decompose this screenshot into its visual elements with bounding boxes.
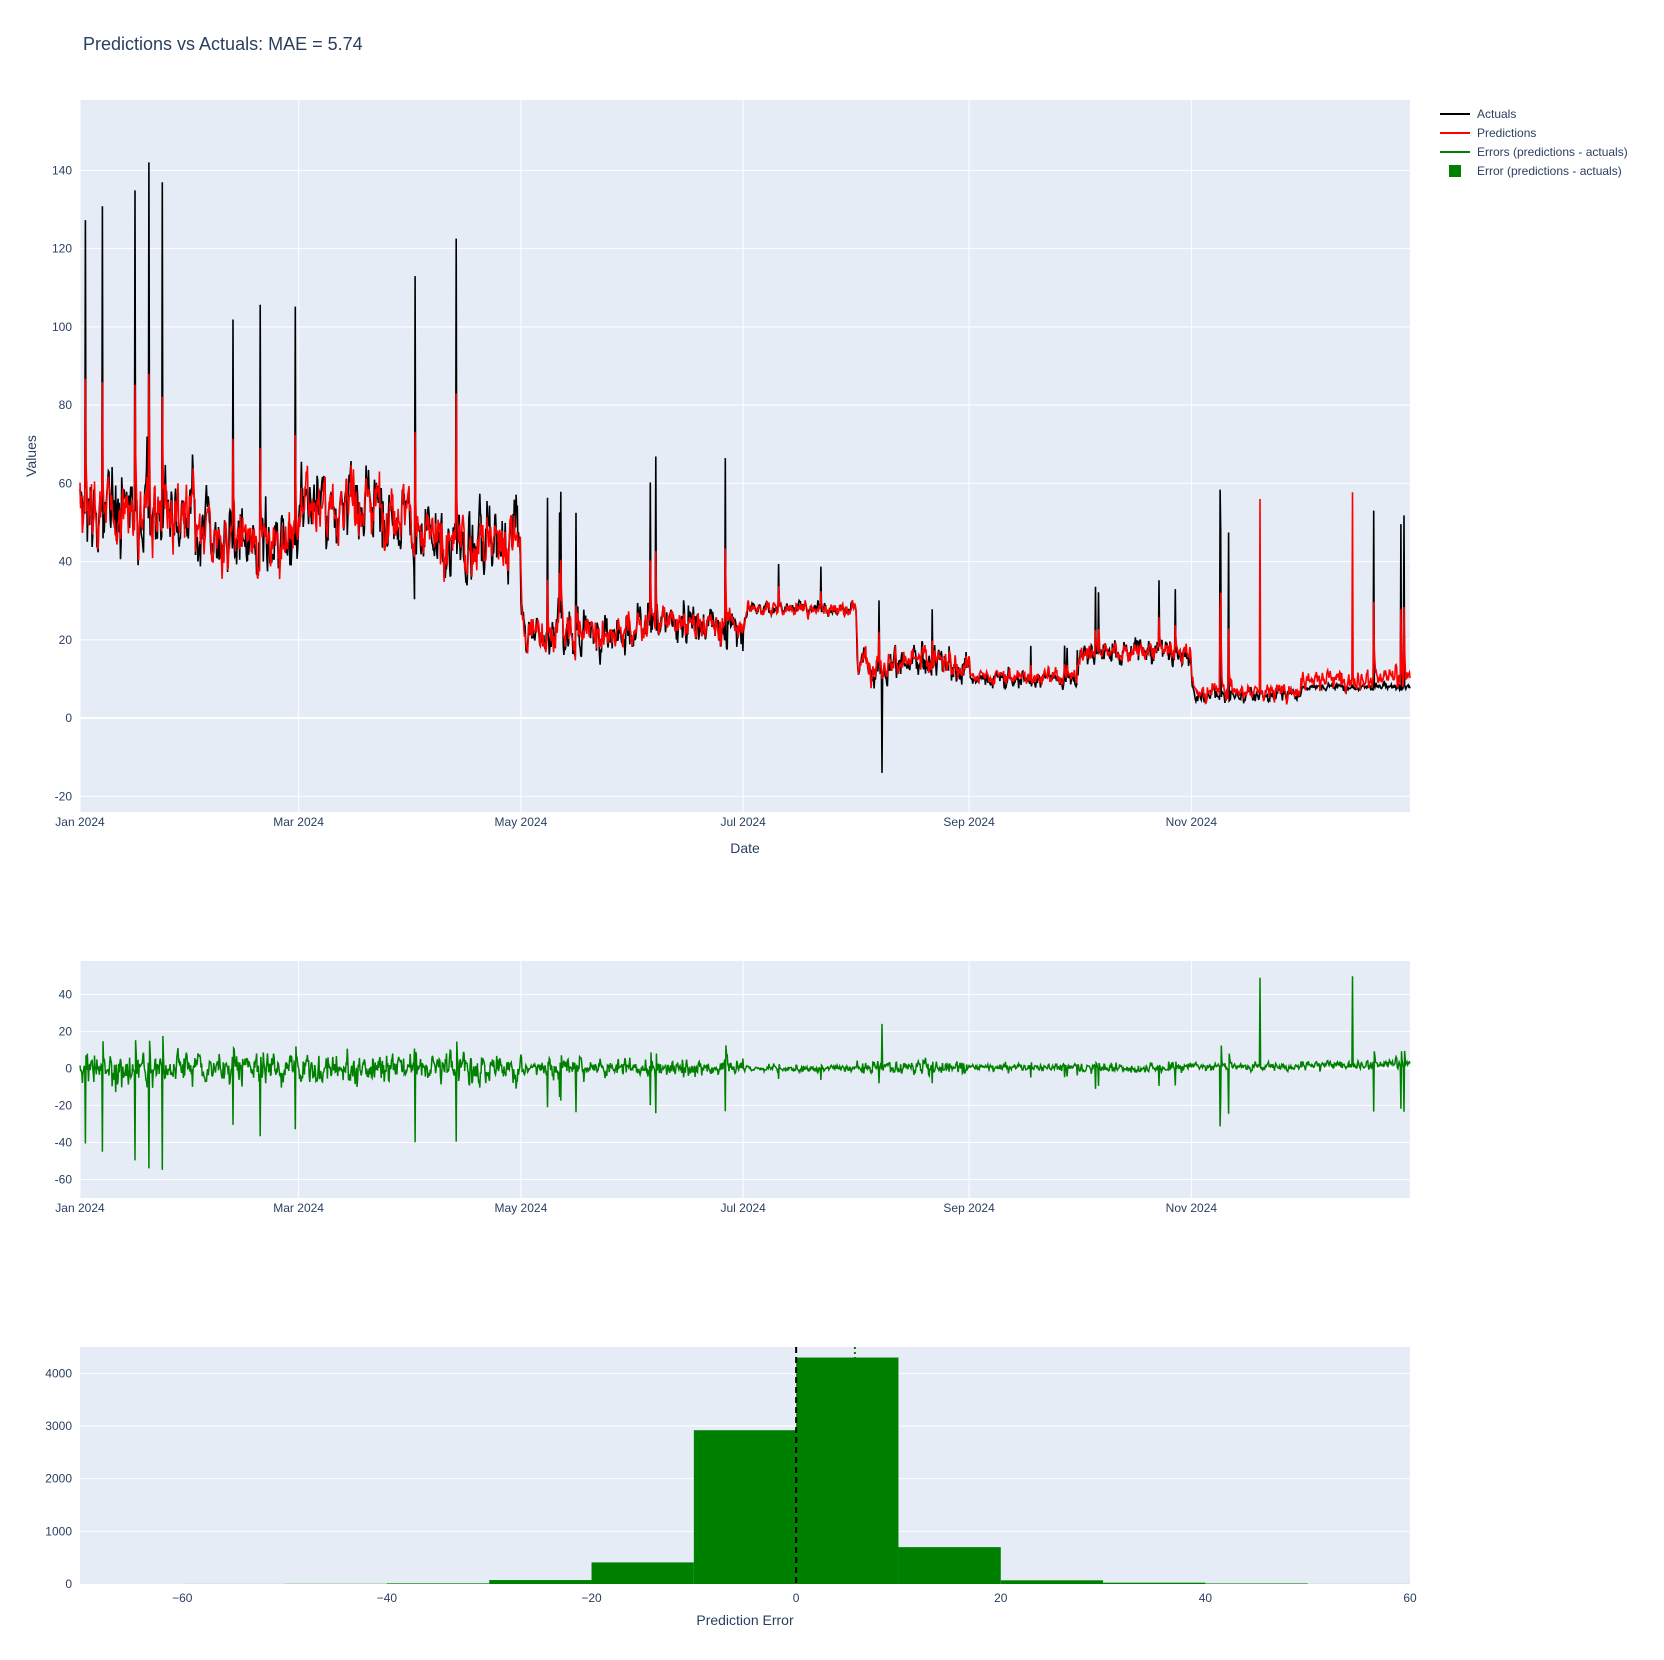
timeseries-plot-area xyxy=(80,100,1410,812)
legend-entry-label: Errors (predictions - actuals) xyxy=(1477,145,1628,159)
hi-ytick-label: 3000 xyxy=(45,1419,72,1433)
errors-line xyxy=(79,976,1411,1170)
er-xtick-label: Mar 2024 xyxy=(273,1201,324,1215)
predictions-line xyxy=(79,373,1411,705)
errors-ticks: -60 -40 -20 0 20 40 Jan 2024 Mar 2024 May 2024 Ju… xyxy=(55,987,1218,1215)
ts-ytick-label: 140 xyxy=(52,163,72,177)
histogram-bar xyxy=(693,1430,797,1584)
hi-xtick-label: −60 xyxy=(172,1591,193,1605)
er-xtick-label: May 2024 xyxy=(495,1201,548,1215)
ts-xtick-label: Jan 2024 xyxy=(55,815,105,829)
ts-ytick-label: -20 xyxy=(55,789,73,803)
ts-ytick-label: 20 xyxy=(59,633,73,647)
hi-xtick-label: 40 xyxy=(1199,1591,1213,1605)
er-xtick-label: Sep 2024 xyxy=(943,1201,995,1215)
hi-xtick-label: 0 xyxy=(793,1591,800,1605)
ts-xtick-label: Jul 2024 xyxy=(720,815,766,829)
legend: Actuals Predictions Errors (predictions - … xyxy=(1440,107,1628,178)
errors-panel: -60 -40 -20 0 20 40 Jan 2024 Mar 2024 May 2024 Ju… xyxy=(55,961,1411,1215)
er-ytick-label: 0 xyxy=(65,1061,72,1075)
histogram-bar xyxy=(1205,1583,1308,1584)
ts-xtick-label: Mar 2024 xyxy=(273,815,324,829)
legend-entry-label: Predictions xyxy=(1477,126,1536,140)
hi-xtick-label: 20 xyxy=(994,1591,1008,1605)
hi-ytick-label: 0 xyxy=(65,1577,72,1591)
timeseries-grid xyxy=(79,100,1410,812)
histogram-bar xyxy=(591,1562,694,1584)
er-xtick-label: Nov 2024 xyxy=(1166,1201,1218,1215)
histogram-bar xyxy=(1103,1582,1206,1584)
chart-title: Predictions vs Actuals: MAE = 5.74 xyxy=(83,34,363,54)
timeseries-panel: -20 0 20 40 60 80 100 120 140 Jan 2024 Mar 2024 May… xyxy=(23,100,1411,856)
ts-xtick-label: Sep 2024 xyxy=(943,815,995,829)
histogram-bar xyxy=(898,1547,1001,1584)
histogram-bar xyxy=(489,1580,592,1584)
legend-entry-label: Error (predictions - actuals) xyxy=(1477,164,1622,178)
ts-ytick-label: 0 xyxy=(65,711,72,725)
ts-ytick-label: 60 xyxy=(59,476,73,490)
histogram-panel: 0 1000 2000 3000 4000 −60 −40 −20 0 20 40 60 Predic… xyxy=(45,1347,1417,1628)
er-ytick-label: -60 xyxy=(55,1172,73,1186)
hi-xtick-label: 60 xyxy=(1403,1591,1417,1605)
histogram-ticks: 0 1000 2000 3000 4000 −60 −40 −20 0 20 40 60 xyxy=(45,1366,1417,1605)
legend-entry-label: Actuals xyxy=(1477,107,1516,121)
hi-ytick-label: 1000 xyxy=(45,1524,72,1538)
hi-ytick-label: 2000 xyxy=(45,1472,72,1486)
er-ytick-label: 20 xyxy=(59,1024,73,1038)
er-xtick-label: Jul 2024 xyxy=(720,1201,766,1215)
ts-ytick-label: 120 xyxy=(52,242,72,256)
histogram-xlabel: Prediction Error xyxy=(696,1612,794,1628)
timeseries-ticks: -20 0 20 40 60 80 100 120 140 Jan 2024 Mar 2024 May… xyxy=(52,163,1217,829)
hi-xtick-label: −20 xyxy=(581,1591,602,1605)
hi-xtick-label: −40 xyxy=(377,1591,398,1605)
er-xtick-label: Jan 2024 xyxy=(55,1201,105,1215)
errors-plot-area xyxy=(80,961,1410,1198)
ts-xtick-label: May 2024 xyxy=(495,815,548,829)
hi-ytick-label: 4000 xyxy=(45,1366,72,1380)
histogram-bars xyxy=(80,1357,1410,1584)
ts-ytick-label: 80 xyxy=(59,398,73,412)
er-ytick-label: -20 xyxy=(55,1098,73,1112)
er-ytick-label: -40 xyxy=(55,1135,73,1149)
ts-xtick-label: Nov 2024 xyxy=(1166,815,1218,829)
timeseries-xlabel: Date xyxy=(730,840,760,856)
ts-ytick-label: 40 xyxy=(59,555,73,569)
er-ytick-label: 40 xyxy=(59,987,73,1001)
histogram-bar xyxy=(1000,1580,1104,1584)
timeseries-ylabel: Values xyxy=(23,435,39,477)
histogram-bar xyxy=(386,1583,490,1584)
histogram-bar xyxy=(796,1357,899,1584)
ts-ytick-label: 100 xyxy=(52,320,72,334)
legend-swatch-square xyxy=(1449,165,1461,177)
